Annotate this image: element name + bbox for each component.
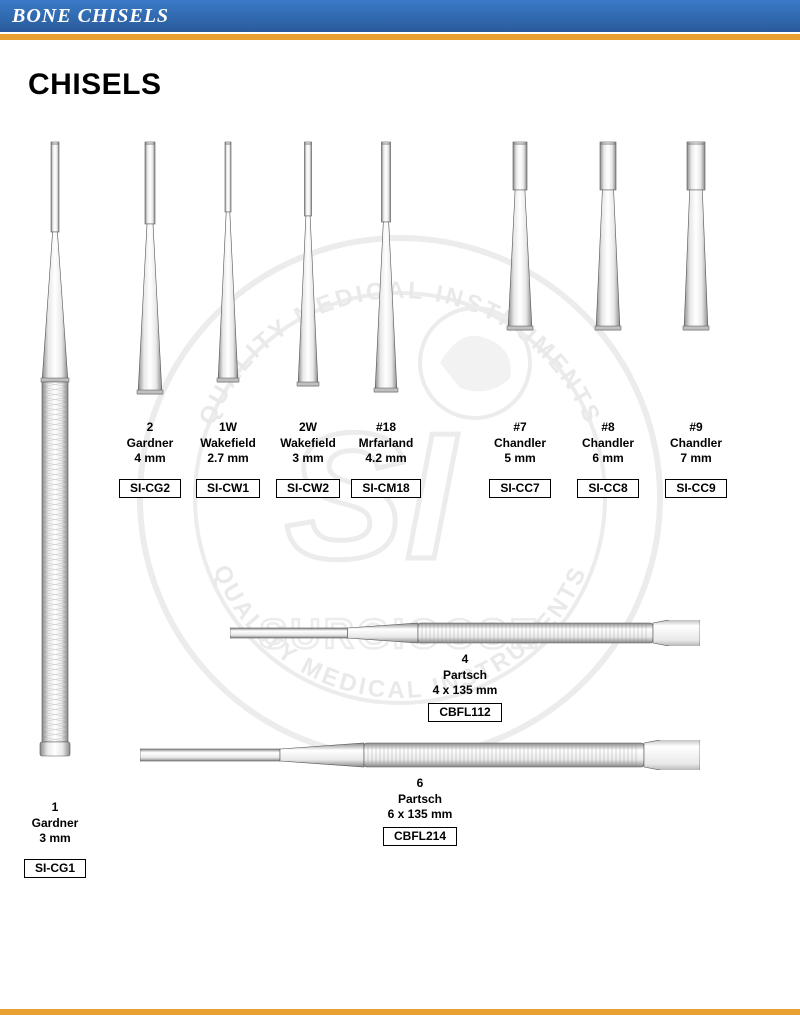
chisel-code: SI-CG2	[119, 479, 181, 499]
chisel-name: Chandler	[494, 436, 546, 452]
chisel-illustration	[292, 140, 324, 414]
chisel-number: 2W	[299, 420, 317, 436]
chisel-illustration	[502, 140, 538, 358]
chisel-label-group: 1W Wakefield 2.7 mm SI-CW1	[188, 420, 268, 498]
chisel-item	[132, 140, 168, 422]
chisel-illustration	[230, 620, 700, 646]
chisel-size: 6 x 135 mm	[370, 807, 470, 823]
chisel-size: 4 mm	[134, 451, 165, 467]
chisel-name: Wakefield	[280, 436, 336, 452]
chisel-name: Chandler	[582, 436, 634, 452]
chisel-label-group: 2W Wakefield 3 mm SI-CW2	[268, 420, 348, 498]
chisel-code: CBFL112	[428, 703, 501, 723]
chisel-item-horizontal: 6 Partsch 6 x 135 mm CBFL214	[140, 740, 700, 770]
chisel-label-group: 2 Gardner 4 mm SI-CG2	[110, 420, 190, 498]
chisel-number: #7	[513, 420, 526, 436]
chisel-code: SI-CC9	[665, 479, 726, 499]
chisel-number: #18	[376, 420, 396, 436]
chisel-name: Gardner	[32, 816, 79, 832]
chisel-label-group: #8 Chandler 6 mm SI-CC8	[568, 420, 648, 498]
chisel-number: 1W	[219, 420, 237, 436]
header-title: BONE CHISELS	[12, 5, 169, 28]
chisel-label-group: #9 Chandler 7 mm SI-CC9	[656, 420, 736, 498]
chisel-illustration	[678, 140, 714, 358]
chisel-code: SI-CC7	[489, 479, 550, 499]
chisel-item	[212, 140, 244, 410]
chisel-label-group: #7 Chandler 5 mm SI-CC7	[480, 420, 560, 498]
chisel-code: SI-CM18	[351, 479, 420, 499]
chisel-item	[369, 140, 403, 420]
chisel-label-group: #18 Mrfarland 4.2 mm SI-CM18	[346, 420, 426, 498]
chisel-code: CBFL214	[383, 827, 457, 847]
chisel-code: SI-CW1	[196, 479, 260, 499]
chisel-item	[292, 140, 324, 414]
chisel-size: 4 x 135 mm	[415, 683, 515, 699]
chisel-size: 4.2 mm	[365, 451, 406, 467]
chisel-illustration	[369, 140, 403, 420]
chisel-size: 6 mm	[592, 451, 623, 467]
chisel-number: 1	[52, 800, 59, 816]
chisel-size: 2.7 mm	[207, 451, 248, 467]
chisel-illustration	[212, 140, 244, 410]
chisel-illustration	[140, 740, 700, 770]
chisel-code: SI-CC8	[577, 479, 638, 499]
orange-divider-top	[0, 34, 800, 40]
chisel-size: 3 mm	[39, 831, 70, 847]
chisel-name: Chandler	[670, 436, 722, 452]
chisel-name: Wakefield	[200, 436, 256, 452]
chisel-name: Mrfarland	[359, 436, 414, 452]
chisel-illustration	[36, 140, 74, 770]
chisel-code: SI-CG1	[24, 859, 86, 879]
chisel-item	[36, 140, 74, 770]
catalog-content: QUALITY MEDICAL INSTRUMENTS QUALITY MEDI…	[0, 120, 800, 980]
page-title: CHISELS	[28, 68, 800, 102]
chisel-item	[590, 140, 626, 358]
chisel-label-group: 1 Gardner 3 mm SI-CG1	[15, 800, 95, 878]
orange-divider-bottom	[0, 1009, 800, 1015]
chisel-number: #8	[601, 420, 614, 436]
chisel-size: 5 mm	[504, 451, 535, 467]
chisel-number: #9	[689, 420, 702, 436]
chisel-label-group: 6 Partsch 6 x 135 mm CBFL214	[370, 776, 470, 846]
chisel-size: 7 mm	[680, 451, 711, 467]
chisel-number: 6	[370, 776, 470, 792]
chisel-item	[678, 140, 714, 358]
chisel-size: 3 mm	[292, 451, 323, 467]
chisel-number: 4	[415, 652, 515, 668]
chisel-name: Gardner	[127, 436, 174, 452]
chisel-item-horizontal: 4 Partsch 4 x 135 mm CBFL112	[230, 620, 700, 646]
chisel-code: SI-CW2	[276, 479, 340, 499]
chisel-label-group: 4 Partsch 4 x 135 mm CBFL112	[415, 652, 515, 722]
chisel-name: Partsch	[415, 668, 515, 684]
header-bar: BONE CHISELS	[0, 0, 800, 32]
chisel-illustration	[590, 140, 626, 358]
chisel-item	[502, 140, 538, 358]
chisel-illustration	[132, 140, 168, 422]
chisel-name: Partsch	[370, 792, 470, 808]
chisel-number: 2	[147, 420, 154, 436]
